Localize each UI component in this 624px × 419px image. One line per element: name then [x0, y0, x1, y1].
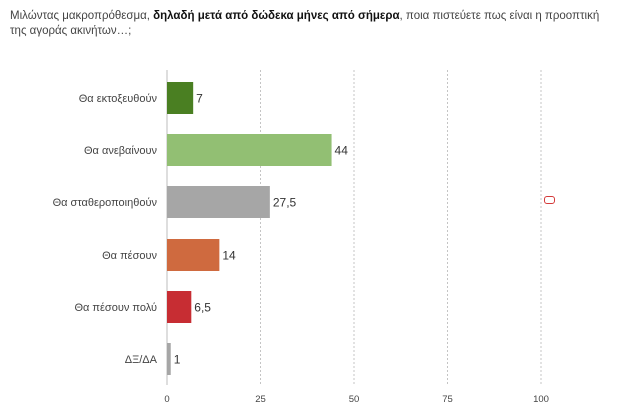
x-tick-label: 50 [349, 394, 360, 405]
bar [167, 291, 192, 323]
category-label: Θα πέσουν [102, 250, 157, 262]
x-tick-label: 100 [533, 394, 549, 405]
question-text-bold: δηλαδή μετά από δώδεκα μήνες από σήμερα [153, 10, 400, 22]
bar [167, 343, 171, 375]
bar [167, 82, 194, 114]
x-tick-label: 25 [255, 394, 266, 405]
question-text-end: , ποια πιστεύετε πως είναι η προοπτική τ… [10, 10, 600, 37]
value-label: 27,5 [273, 196, 297, 210]
bar [167, 239, 220, 271]
category-label: ΔΞ/ΔΑ [125, 354, 158, 366]
value-label: 1 [174, 353, 181, 367]
x-tick-label: 75 [442, 394, 453, 405]
value-label: 7 [196, 92, 203, 106]
question-text-start: Μιλώντας μακροπρόθεσμα, [10, 10, 154, 22]
category-label: Θα ανεβαίνουν [84, 145, 157, 157]
category-label: Θα εκτοξευθούν [79, 93, 158, 105]
category-label: Θα πέσουν πολύ [74, 302, 157, 314]
value-label: 6,5 [194, 301, 211, 315]
bar [167, 186, 270, 218]
chart-question: Μιλώντας μακροπρόθεσμα, δηλαδή μετά από … [10, 9, 614, 38]
bar [167, 134, 332, 166]
value-label: 44 [335, 144, 349, 158]
value-label: 14 [222, 249, 236, 263]
red-marker-icon [544, 196, 555, 204]
x-tick-label: 0 [164, 394, 169, 405]
category-label: Θα σταθεροποιηθούν [53, 197, 158, 209]
